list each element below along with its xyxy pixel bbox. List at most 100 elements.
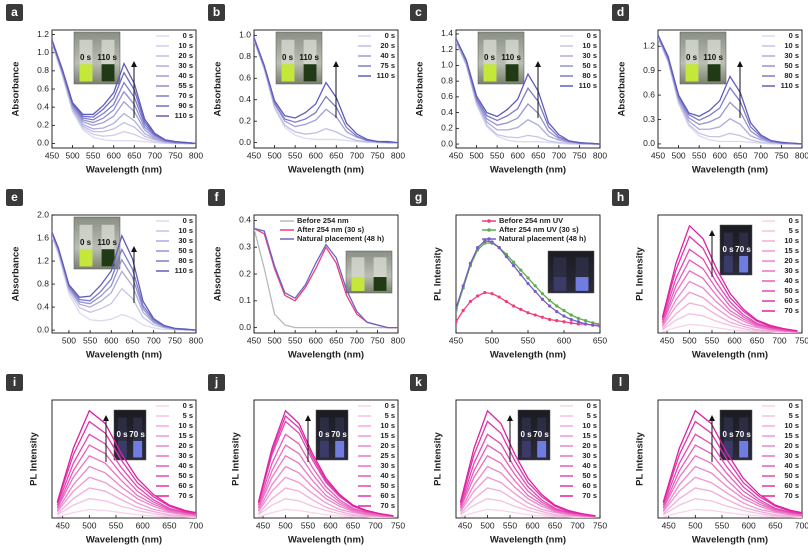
y-axis-title: Absorbance bbox=[213, 247, 224, 302]
x-tick-label: 500 bbox=[278, 520, 292, 530]
legend-label: 110 s bbox=[781, 81, 799, 90]
x-tick-label: 600 bbox=[727, 335, 741, 345]
y-tick-label: 0.4 bbox=[441, 107, 453, 117]
y-tick-label: 0.0 bbox=[37, 138, 49, 148]
y-tick-label: 0.0 bbox=[37, 324, 49, 334]
x-tick-label: 650 bbox=[548, 520, 562, 530]
inset-vial bbox=[521, 417, 531, 458]
legend-label: 15 s bbox=[582, 431, 597, 440]
x-tick-label: 800 bbox=[391, 335, 405, 345]
legend-label: 90 s bbox=[178, 101, 193, 110]
series-marker bbox=[533, 313, 537, 317]
legend-label: 0 s bbox=[385, 31, 395, 40]
inset-vial-liquid bbox=[303, 64, 317, 82]
y-axis-title: Absorbance bbox=[11, 62, 22, 117]
series-line bbox=[254, 227, 398, 329]
series-line bbox=[658, 37, 802, 145]
series-marker bbox=[555, 310, 559, 314]
inset-vial-liquid bbox=[537, 441, 547, 458]
series-line bbox=[460, 498, 596, 518]
inset-label: 110 s bbox=[299, 53, 319, 62]
series-marker bbox=[490, 292, 494, 296]
inset-vial bbox=[723, 232, 733, 273]
legend-label: 70 s bbox=[380, 501, 395, 510]
y-tick-label: 0.2 bbox=[239, 268, 251, 278]
x-tick-label: 600 bbox=[713, 150, 727, 160]
y-tick-label: 1.6 bbox=[37, 232, 49, 242]
plot-frame bbox=[51, 214, 197, 334]
inset-label: 110 s bbox=[97, 53, 117, 62]
legend-label: 50 s bbox=[582, 471, 597, 480]
legend-label: 10 s bbox=[178, 41, 193, 50]
series-line bbox=[456, 40, 600, 145]
x-tick-label: 650 bbox=[125, 335, 139, 345]
plot-frame bbox=[455, 399, 601, 519]
x-tick-label: 700 bbox=[368, 520, 382, 530]
series-marker bbox=[555, 319, 559, 323]
series-line bbox=[52, 43, 196, 145]
x-tick-label: 450 bbox=[651, 150, 665, 160]
panel-letter-box bbox=[612, 4, 629, 21]
y-tick-label: 0.2 bbox=[239, 115, 251, 125]
legend-label: 30 s bbox=[178, 61, 193, 70]
x-axis-title: Wavelength (nm) bbox=[692, 165, 768, 176]
series-line bbox=[56, 487, 196, 518]
y-tick-label: 0.8 bbox=[37, 65, 49, 75]
inset-vial-liquid bbox=[373, 277, 387, 291]
series-marker bbox=[497, 245, 501, 250]
legend-label: 50 s bbox=[784, 286, 799, 295]
x-tick-label: 800 bbox=[593, 150, 607, 160]
series-line bbox=[254, 40, 398, 144]
x-tick-label: 650 bbox=[531, 150, 545, 160]
series-marker bbox=[548, 298, 552, 303]
series-line bbox=[459, 465, 596, 518]
legend-label: 20 s bbox=[582, 441, 597, 450]
inset-vial-liquid bbox=[739, 441, 749, 458]
y-tick-label: 1.2 bbox=[37, 29, 49, 39]
legend-label: 40 s bbox=[582, 461, 597, 470]
legend-label: 60 s bbox=[582, 481, 597, 490]
panel-letter: e bbox=[11, 190, 18, 204]
legend-label: 0 s bbox=[183, 31, 193, 40]
series-line bbox=[459, 454, 596, 518]
series-marker bbox=[526, 276, 530, 280]
x-tick-label: 650 bbox=[750, 335, 764, 345]
series-line bbox=[258, 487, 394, 518]
series-line bbox=[662, 454, 802, 516]
series-marker bbox=[562, 314, 566, 318]
x-tick-label: 600 bbox=[525, 520, 539, 530]
x-tick-label: 550 bbox=[86, 150, 100, 160]
series-line bbox=[52, 235, 196, 331]
inset-vial-liquid bbox=[335, 441, 345, 458]
panel-letter-box bbox=[208, 189, 225, 206]
series-marker bbox=[555, 304, 559, 308]
x-axis-title: Wavelength (nm) bbox=[288, 350, 364, 361]
inset-vial-liquid bbox=[351, 277, 365, 291]
inset-label: 70 s bbox=[533, 430, 549, 439]
inset-vial-liquid bbox=[723, 441, 733, 458]
series-line bbox=[56, 409, 196, 514]
inset-vial-liquid bbox=[79, 249, 93, 267]
inset-vial bbox=[739, 417, 749, 458]
series-marker bbox=[512, 304, 516, 308]
plot-frame bbox=[51, 29, 197, 149]
series-line bbox=[456, 38, 600, 145]
legend-label: 50 s bbox=[784, 61, 799, 70]
inset-vial bbox=[319, 417, 329, 458]
series-marker bbox=[456, 320, 458, 324]
x-tick-label: 650 bbox=[346, 520, 360, 530]
legend-label: After 254 nm (30 s) bbox=[297, 225, 365, 234]
series-marker bbox=[512, 263, 516, 268]
x-tick-label: 450 bbox=[247, 150, 261, 160]
x-tick-label: 450 bbox=[56, 520, 70, 530]
legend-label: 30 s bbox=[784, 51, 799, 60]
legend-label: 30 s bbox=[380, 461, 395, 470]
series-line bbox=[661, 280, 798, 333]
x-tick-label: 650 bbox=[733, 150, 747, 160]
panel-letter-box bbox=[410, 4, 427, 21]
plot-frame bbox=[657, 399, 803, 519]
panel-letter: h bbox=[617, 190, 624, 204]
panel: b 0 s 110 s 450 500 550 600 650 700 750 800 0.0 0.2 0… bbox=[208, 4, 405, 176]
panel-letter-box bbox=[410, 374, 427, 391]
